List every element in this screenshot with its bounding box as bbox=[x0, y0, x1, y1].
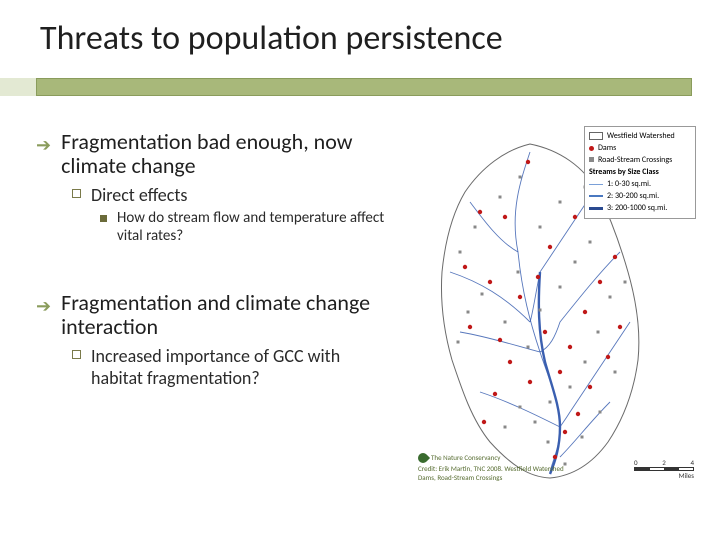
stream3-swatch-icon bbox=[589, 207, 603, 210]
attribution-org: The Nature Conservancy bbox=[431, 454, 500, 462]
crossing-swatch-icon bbox=[589, 157, 594, 162]
bullet-1-1-text: Direct effects bbox=[91, 184, 187, 206]
bullet-1-text: Fragmentation bad enough, now climate ch… bbox=[61, 130, 396, 178]
underline-main bbox=[36, 78, 692, 96]
scale-bar: 0 2 4 Miles bbox=[634, 458, 694, 480]
dam-swatch-icon bbox=[589, 146, 594, 151]
bullet-2-1-text: Increased importance of GCC with habitat… bbox=[91, 345, 396, 389]
legend-s2: 2: 30-200 sq.mi. bbox=[607, 191, 659, 202]
scale-1: 2 bbox=[662, 458, 666, 467]
map-legend: Westfield Watershed Dams Road-Stream Cro… bbox=[584, 126, 696, 219]
bullet-1: ➔ Fragmentation bad enough, now climate … bbox=[36, 130, 396, 178]
bullet-1-1: Direct effects bbox=[72, 184, 396, 206]
title-underline bbox=[0, 78, 692, 96]
stream1-swatch-icon bbox=[589, 184, 603, 185]
legend-dams: Dams bbox=[598, 143, 616, 154]
bullet-1-1-1: How do stream flow and temperature affec… bbox=[100, 210, 396, 245]
watershed-map: Westfield Watershed Dams Road-Stream Cro… bbox=[410, 122, 700, 492]
content-left: ➔ Fragmentation bad enough, now climate … bbox=[36, 130, 396, 389]
arrow-icon: ➔ bbox=[36, 134, 51, 156]
box-icon bbox=[72, 350, 81, 359]
legend-size-header: Streams by Size Class bbox=[589, 167, 691, 178]
scale-0: 0 bbox=[634, 458, 638, 467]
attribution-line2: Dams, Road-Stream Crossings bbox=[418, 474, 564, 482]
legend-s1: 1: 0-30 sq.mi. bbox=[607, 179, 651, 190]
bullet-2-1: Increased importance of GCC with habitat… bbox=[72, 345, 396, 389]
leaf-icon bbox=[416, 451, 430, 465]
bullet-2: ➔ Fragmentation and climate change inter… bbox=[36, 291, 396, 339]
map-attribution: The Nature Conservancy Credit: Erik Mart… bbox=[418, 453, 564, 482]
square-icon bbox=[100, 215, 107, 222]
bullet-1-1-1-text: How do stream flow and temperature affec… bbox=[117, 210, 396, 245]
watershed-swatch-icon bbox=[589, 132, 603, 140]
stream2-swatch-icon bbox=[589, 195, 603, 197]
bullet-2-text: Fragmentation and climate change interac… bbox=[61, 291, 396, 339]
box-icon bbox=[72, 189, 81, 198]
underline-accent bbox=[0, 78, 36, 96]
slide-title: Threats to population persistence bbox=[0, 0, 720, 59]
legend-watershed: Westfield Watershed bbox=[607, 131, 675, 142]
legend-s3: 3: 200-1000 sq.mi. bbox=[607, 203, 667, 214]
scale-2: 4 bbox=[690, 458, 694, 467]
arrow-icon: ➔ bbox=[36, 295, 51, 317]
tnc-logo: The Nature Conservancy bbox=[418, 453, 564, 463]
scale-unit: Miles bbox=[634, 471, 694, 480]
legend-crossings: Road-Stream Crossings bbox=[598, 155, 672, 166]
